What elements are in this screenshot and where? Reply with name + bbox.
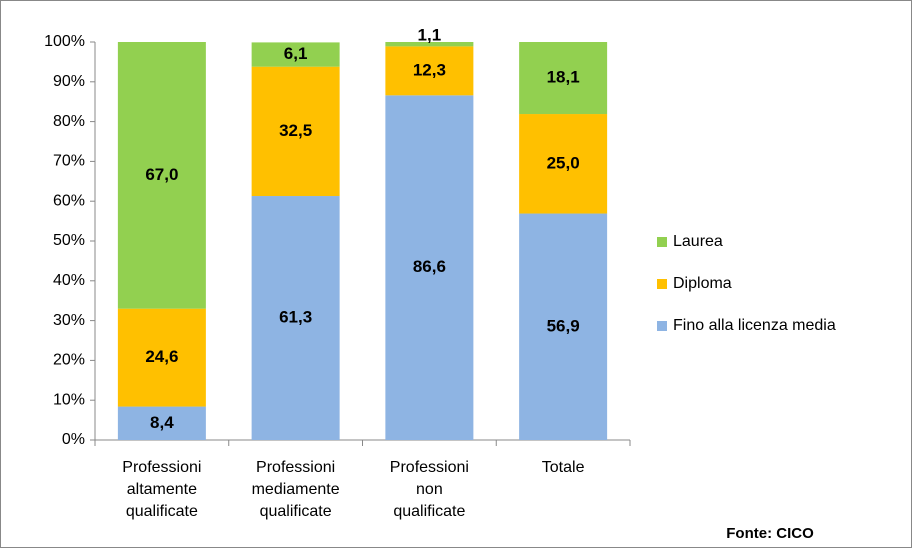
x-tick-label: Professioni altamente qualificate bbox=[122, 459, 201, 520]
value-label: 8,4 bbox=[150, 413, 174, 432]
value-label: 18,1 bbox=[547, 68, 580, 87]
legend-swatch bbox=[657, 321, 667, 331]
y-tick-label: 20% bbox=[53, 352, 85, 369]
y-tick-label: 60% bbox=[53, 192, 85, 209]
legend-label: Laurea bbox=[673, 233, 723, 250]
value-label: 32,5 bbox=[279, 121, 312, 140]
bar-segment bbox=[519, 213, 608, 440]
bar-segment bbox=[251, 66, 340, 197]
bar-segment bbox=[117, 308, 206, 407]
y-tick-label: 0% bbox=[62, 431, 85, 448]
bar-segment bbox=[385, 46, 474, 96]
value-label: 24,6 bbox=[145, 347, 178, 366]
bar-segment bbox=[251, 42, 340, 67]
bar-segment bbox=[117, 406, 206, 440]
bar-segment bbox=[385, 95, 474, 440]
value-label: 12,3 bbox=[413, 60, 446, 79]
x-tick-label: Professioni non qualificate bbox=[390, 459, 469, 520]
x-tick-label: Totale bbox=[542, 459, 585, 476]
value-label: 25,0 bbox=[547, 153, 580, 172]
y-tick-label: 10% bbox=[53, 391, 85, 408]
legend-label: Diploma bbox=[673, 275, 732, 292]
y-tick-label: 70% bbox=[53, 153, 85, 170]
y-tick-label: 40% bbox=[53, 272, 85, 289]
y-tick-label: 50% bbox=[53, 232, 85, 249]
value-label: 61,3 bbox=[279, 307, 312, 326]
bar-segment bbox=[251, 196, 340, 440]
value-label: 1,1 bbox=[418, 25, 442, 44]
legend-label: Fino alla licenza media bbox=[673, 317, 836, 334]
legend-swatch bbox=[657, 279, 667, 289]
value-label: 86,6 bbox=[413, 257, 446, 276]
bar-segment bbox=[519, 42, 608, 115]
legend-swatch bbox=[657, 237, 667, 247]
value-label: 67,0 bbox=[145, 165, 178, 184]
y-tick-label: 80% bbox=[53, 113, 85, 130]
source-note: Fonte: CICO bbox=[726, 525, 814, 542]
y-tick-label: 90% bbox=[53, 73, 85, 90]
y-tick-label: 30% bbox=[53, 312, 85, 329]
value-label: 56,9 bbox=[547, 316, 580, 335]
bar-segment bbox=[519, 114, 608, 214]
x-tick-label: Professioni mediamente qualificate bbox=[252, 459, 340, 520]
value-label: 6,1 bbox=[284, 44, 308, 63]
bar-segment bbox=[117, 42, 206, 309]
y-tick-label: 100% bbox=[44, 33, 85, 50]
bar-segment bbox=[385, 42, 474, 47]
